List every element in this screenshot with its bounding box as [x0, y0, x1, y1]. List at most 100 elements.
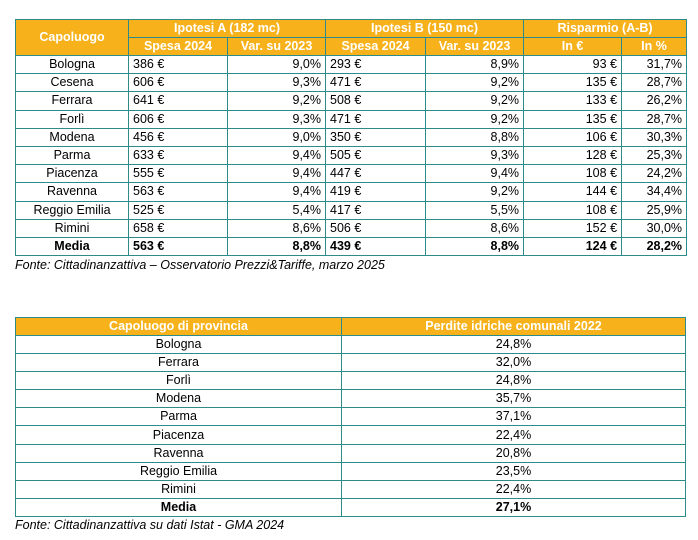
var-b-cell: 9,2%: [424, 73, 525, 93]
loss-cell: 35,7%: [341, 389, 686, 409]
city-cell: Modena: [15, 127, 129, 147]
loss-cell: 20,8%: [341, 443, 686, 463]
header-perdite-idriche: Perdite idriche comunali 2022: [341, 317, 686, 336]
var-b-cell: 9,2%: [424, 91, 525, 111]
spesa-a-cell: 641 €: [128, 91, 228, 111]
spesa-b-cell: 506 €: [325, 218, 426, 238]
loss-cell: 23,5%: [341, 461, 686, 481]
table-row: Ferrara 32,0%: [15, 353, 686, 373]
header-a-var: Var. su 2023: [227, 37, 326, 56]
header-a-spesa: Spesa 2024: [128, 37, 228, 56]
average-loss: 27,1%: [341, 497, 686, 517]
var-a-cell: 9,4%: [227, 145, 326, 166]
average-var-b: 8,8%: [424, 236, 525, 257]
var-a-cell: 9,2%: [227, 91, 326, 111]
loss-cell: 32,0%: [341, 353, 686, 373]
header-b-spesa: Spesa 2024: [325, 37, 426, 56]
spesa-a-cell: 563 €: [128, 182, 228, 202]
spesa-b-cell: 505 €: [325, 145, 426, 166]
city-cell: Forlì: [15, 371, 342, 391]
loss-cell: 22,4%: [341, 479, 686, 499]
table-row: Rimini 658 € 8,6% 506 € 8,6% 152 € 30,0%: [15, 218, 688, 238]
header-ipotesi-b: Ipotesi B (150 mc): [324, 19, 525, 38]
average-spesa-a: 563 €: [128, 236, 228, 257]
spesa-b-cell: 447 €: [325, 164, 426, 184]
table-row: Piacenza 555 € 9,4% 447 € 9,4% 108 € 24,…: [15, 164, 688, 184]
spesa-b-cell: 293 €: [325, 54, 426, 75]
table-row: Forlì 24,8%: [15, 371, 686, 391]
risparmio-euro-cell: 144 €: [523, 182, 623, 202]
spesa-b-cell: 419 €: [325, 182, 426, 202]
spesa-a-cell: 525 €: [128, 200, 228, 220]
risparmio-perc-cell: 25,9%: [621, 200, 688, 220]
spesa-b-cell: 471 €: [325, 73, 426, 93]
average-risparmio-perc: 28,2%: [621, 236, 688, 257]
header-b-var: Var. su 2023: [424, 37, 525, 56]
city-cell: Rimini: [15, 479, 342, 499]
city-cell: Bologna: [15, 334, 342, 355]
table-row: Parma 633 € 9,4% 505 € 9,3% 128 € 25,3%: [15, 145, 688, 166]
var-b-cell: 9,4%: [424, 164, 525, 184]
average-label: Media: [15, 497, 342, 517]
var-b-cell: 8,9%: [424, 54, 525, 75]
city-cell: Forlì: [15, 109, 129, 129]
city-cell: Parma: [15, 145, 129, 166]
table-row: Rimini 22,4%: [15, 479, 686, 499]
city-cell: Piacenza: [15, 425, 342, 445]
risparmio-euro-cell: 152 €: [523, 218, 623, 238]
var-a-cell: 5,4%: [227, 200, 326, 220]
average-row: Media 27,1%: [15, 497, 686, 517]
table-row: Piacenza 22,4%: [15, 425, 686, 445]
table-row: Forlì 606 € 9,3% 471 € 9,2% 135 € 28,7%: [15, 109, 688, 129]
table-row: Modena 35,7%: [15, 389, 686, 409]
city-cell: Ferrara: [15, 353, 342, 373]
risparmio-euro-cell: 108 €: [523, 164, 623, 184]
var-a-cell: 9,0%: [227, 127, 326, 147]
header-risparmio-euro: In €: [523, 37, 623, 56]
risparmio-euro-cell: 108 €: [523, 200, 623, 220]
city-cell: Ferrara: [15, 91, 129, 111]
spesa-a-cell: 386 €: [128, 54, 228, 75]
var-a-cell: 9,3%: [227, 109, 326, 129]
water-loss-table: Capoluogo di provincia Perdite idriche c…: [15, 317, 686, 517]
city-cell: Piacenza: [15, 164, 129, 184]
city-cell: Rimini: [15, 218, 129, 238]
spesa-a-cell: 633 €: [128, 145, 228, 166]
risparmio-perc-cell: 24,2%: [621, 164, 688, 184]
risparmio-perc-cell: 28,7%: [621, 109, 688, 129]
var-b-cell: 5,5%: [424, 200, 525, 220]
spesa-b-cell: 471 €: [325, 109, 426, 129]
header-risparmio: Risparmio (A-B): [523, 19, 688, 38]
risparmio-euro-cell: 106 €: [523, 127, 623, 147]
spesa-a-cell: 456 €: [128, 127, 228, 147]
city-cell: Modena: [15, 389, 342, 409]
table-row: Reggio Emilia 23,5%: [15, 461, 686, 481]
table-row: Bologna 24,8%: [15, 334, 686, 355]
city-cell: Cesena: [15, 73, 129, 93]
risparmio-perc-cell: 28,7%: [621, 73, 688, 93]
var-b-cell: 8,6%: [424, 218, 525, 238]
spesa-a-cell: 658 €: [128, 218, 228, 238]
table-row: Ravenna 20,8%: [15, 443, 686, 463]
var-a-cell: 9,3%: [227, 73, 326, 93]
header-capoluogo-provincia: Capoluogo di provincia: [15, 317, 342, 336]
risparmio-euro-cell: 133 €: [523, 91, 623, 111]
table-row: Bologna 386 € 9,0% 293 € 8,9% 93 € 31,7%: [15, 54, 688, 75]
loss-cell: 24,8%: [341, 334, 686, 355]
risparmio-perc-cell: 30,3%: [621, 127, 688, 147]
city-cell: Ravenna: [15, 443, 342, 463]
spesa-a-cell: 606 €: [128, 109, 228, 129]
var-a-cell: 8,6%: [227, 218, 326, 238]
table-row: Modena 456 € 9,0% 350 € 8,8% 106 € 30,3%: [15, 127, 688, 147]
var-b-cell: 9,2%: [424, 182, 525, 202]
average-label: Media: [15, 236, 129, 257]
risparmio-euro-cell: 93 €: [523, 54, 623, 75]
city-cell: Bologna: [15, 54, 129, 75]
spesa-b-cell: 417 €: [325, 200, 426, 220]
spesa-b-cell: 508 €: [325, 91, 426, 111]
average-var-a: 8,8%: [227, 236, 326, 257]
source-note-2: Fonte: Cittadinanzattiva su dati Istat -…: [15, 518, 285, 532]
spesa-a-cell: 555 €: [128, 164, 228, 184]
header-ipotesi-a: Ipotesi A (182 mc): [128, 19, 326, 38]
average-row: Media 563 € 8,8% 439 € 8,8% 124 € 28,2%: [15, 236, 688, 257]
